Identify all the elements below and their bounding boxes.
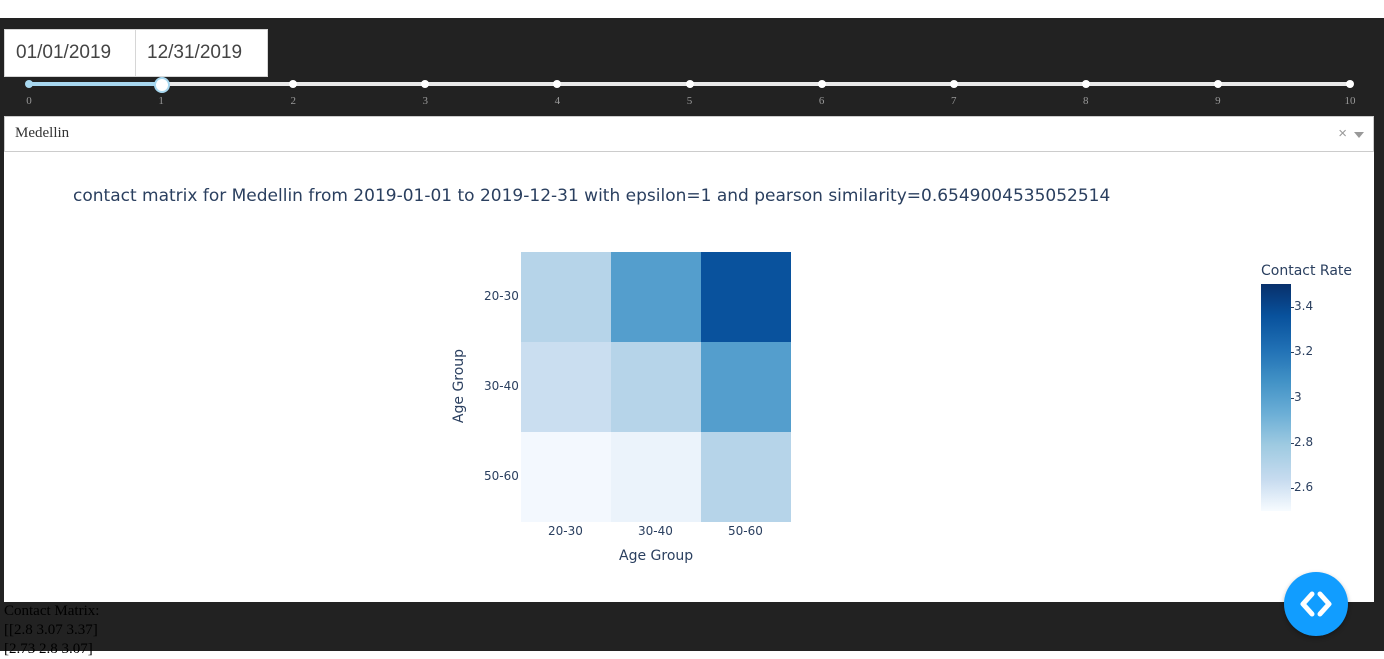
x-tick-label: 50-60 xyxy=(728,524,763,538)
colorbar-tick-label: 3.4 xyxy=(1294,298,1314,313)
slider-mark-label: 1 xyxy=(158,95,164,107)
slider-dot[interactable] xyxy=(1346,80,1354,88)
y-tick-label: 20-30 xyxy=(484,289,519,303)
slider-mark-label: 5 xyxy=(686,95,693,107)
slider-mark-label: 4 xyxy=(554,95,561,107)
colorbar-tick-label: 2.6 xyxy=(1294,480,1314,495)
code-icon xyxy=(1300,591,1332,617)
x-tick-label: 30-40 xyxy=(638,524,673,538)
slider-mark-label: 9 xyxy=(1215,95,1221,107)
slider-dot[interactable] xyxy=(1213,80,1222,88)
slider-mark-label: 2 xyxy=(290,95,296,107)
slider-mark-label: 6 xyxy=(818,95,825,107)
slider-dot[interactable] xyxy=(553,80,562,88)
colorbar-tick-label: 2.8 xyxy=(1294,434,1314,449)
heatmap-cell[interactable] xyxy=(611,252,701,342)
chevron-down-icon[interactable] xyxy=(1354,132,1364,138)
y-tick-label: 50-60 xyxy=(484,469,519,483)
colorbar-tick-mark xyxy=(1291,352,1294,354)
debug-toggle-button[interactable] xyxy=(1284,572,1348,636)
colorbar-tick-label: 3.2 xyxy=(1294,344,1314,359)
colorbar-tick-mark xyxy=(1291,442,1294,444)
y-axis-title: Age Group xyxy=(451,348,468,424)
slider-dot[interactable] xyxy=(817,80,826,88)
end-date-input[interactable]: 12/31/2019 xyxy=(135,29,268,77)
contact-matrix-graph: contact matrix for Medellin from 2019-01… xyxy=(4,152,1374,602)
start-date-input[interactable]: 01/01/2019 xyxy=(4,29,136,77)
output-line: Contact Matrix: xyxy=(4,603,100,619)
heatmap-cell[interactable] xyxy=(521,432,611,522)
contact-matrix-output: Contact Matrix: [[2.8 3.07 3.37] [2.73 2.8… xyxy=(4,602,99,659)
slider-dot[interactable] xyxy=(421,80,430,88)
slider-dot[interactable] xyxy=(25,80,33,88)
city-dropdown[interactable]: Medellin × xyxy=(4,116,1374,152)
heatmap-cell[interactable] xyxy=(611,432,701,522)
slider-mark-label: 10 xyxy=(1344,95,1356,107)
clear-icon[interactable]: × xyxy=(1338,125,1347,142)
colorbar-title: Contact Rate xyxy=(1261,263,1353,279)
colorbar-tick-mark xyxy=(1291,306,1294,308)
colorbar-tick-mark xyxy=(1291,397,1294,399)
slider-mark-label: 0 xyxy=(26,95,32,107)
output-line: [2.73 2.8 3.07] xyxy=(4,641,93,657)
colorbar-tick-label: 3 xyxy=(1294,389,1302,404)
slider-handle[interactable] xyxy=(154,77,170,93)
heatmap-cell[interactable] xyxy=(611,342,701,432)
heatmap-cell[interactable] xyxy=(521,342,611,432)
slider-dot[interactable] xyxy=(1081,80,1090,88)
colorbar-tick-mark xyxy=(1291,488,1294,490)
slider-mark-label: 7 xyxy=(950,95,957,107)
slider-mark-label: 3 xyxy=(422,95,429,107)
chart-title: contact matrix for Medellin from 2019-01… xyxy=(73,186,1111,206)
slider-mark-label: 8 xyxy=(1083,95,1089,107)
colorbar xyxy=(1261,284,1291,511)
output-line: [[2.8 3.07 3.37] xyxy=(4,622,98,638)
slider-dot[interactable] xyxy=(289,80,298,88)
city-dropdown-value: Medellin xyxy=(15,125,70,141)
heatmap-cell[interactable] xyxy=(701,432,791,522)
x-axis-title: Age Group xyxy=(619,548,694,564)
y-tick-label: 30-40 xyxy=(484,379,519,393)
slider-track xyxy=(29,82,161,86)
x-tick-label: 20-30 xyxy=(548,524,583,538)
slider-dot[interactable] xyxy=(685,80,694,88)
heatmap-cell[interactable] xyxy=(701,342,791,432)
heatmap-cell[interactable] xyxy=(521,252,611,342)
heatmap-cell[interactable] xyxy=(701,252,791,342)
slider-dot[interactable] xyxy=(949,80,958,88)
